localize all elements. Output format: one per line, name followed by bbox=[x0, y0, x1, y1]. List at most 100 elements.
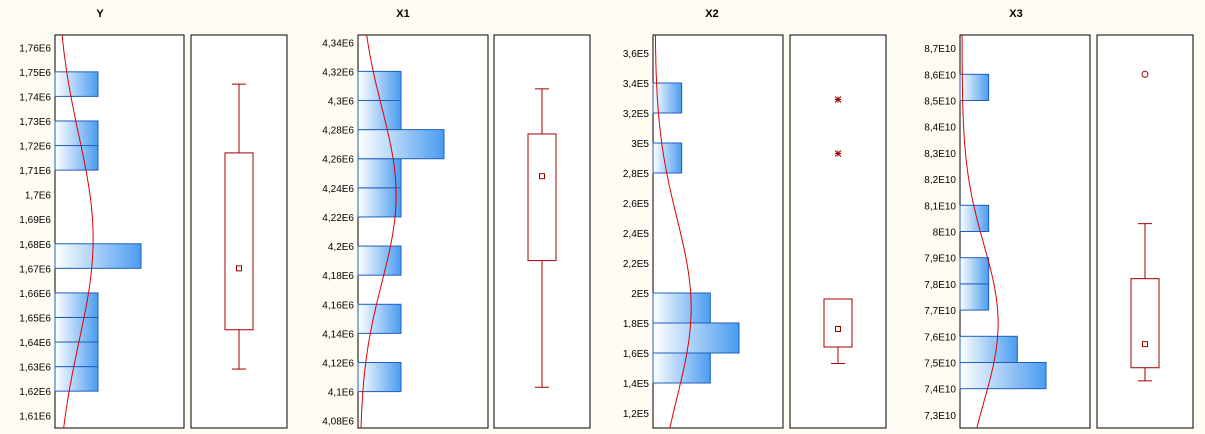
tick-label: 4,3E6 bbox=[328, 97, 355, 108]
histogram-bar bbox=[652, 322, 740, 354]
tick-label: 8E10 bbox=[933, 228, 957, 239]
histogram-bar bbox=[959, 283, 990, 311]
mean-marker bbox=[835, 326, 841, 332]
histogram-bar bbox=[54, 120, 99, 147]
outlier-star-stroke bbox=[834, 150, 842, 157]
panel-title: X2 bbox=[705, 8, 718, 20]
tick-label: 2,8E5 bbox=[623, 169, 650, 180]
tick-label: 4,26E6 bbox=[322, 155, 354, 166]
boxplot-frame bbox=[789, 34, 887, 429]
tick-label: 3,6E5 bbox=[623, 49, 650, 60]
histogram-bar bbox=[54, 292, 99, 318]
tick-label: 7,5E10 bbox=[924, 359, 956, 370]
tick-label: 4,22E6 bbox=[322, 213, 354, 224]
panel-title: X3 bbox=[1009, 8, 1022, 20]
tick-label: 1,61E6 bbox=[19, 412, 51, 423]
outlier-marker bbox=[834, 96, 842, 103]
normal-curve bbox=[654, 35, 692, 429]
tick-label: 4,32E6 bbox=[322, 67, 354, 78]
tick-label: 1,6E5 bbox=[623, 349, 650, 360]
tick-label: 1,76E6 bbox=[19, 43, 51, 54]
tick-label: 1,7E6 bbox=[25, 191, 52, 202]
normal-curve bbox=[61, 34, 94, 429]
tick-label: 4,16E6 bbox=[322, 300, 354, 311]
panel-y: Y 1,61E6 1,62E6 1,63E6 1,64E6 1,65E6 1,66E6 1,6… bbox=[19, 8, 288, 429]
histogram-bar bbox=[357, 100, 402, 131]
histogram-bar bbox=[54, 243, 142, 269]
outlier-marker bbox=[834, 150, 842, 157]
tick-label: 1,73E6 bbox=[19, 117, 51, 128]
tick-label: 7,6E10 bbox=[924, 332, 956, 343]
tick-label: 1,74E6 bbox=[19, 92, 51, 103]
tick-label: 8,4E10 bbox=[924, 123, 956, 134]
outlier-star-stroke bbox=[834, 96, 842, 103]
tick-label: 4,08E6 bbox=[322, 417, 354, 428]
tick-label: 3,2E5 bbox=[623, 109, 650, 120]
tick-label: 4,1E6 bbox=[328, 388, 355, 399]
tick-label: 1,68E6 bbox=[19, 240, 51, 251]
histogram-bar bbox=[357, 129, 445, 160]
tick-label: 8,2E10 bbox=[924, 175, 956, 186]
tick-label: 4,18E6 bbox=[322, 271, 354, 282]
panel-x2: X2 1,2E5 1,4E5 1,6E5 1,8E5 2E5 2,2E5 2,4E5 2,6E5… bbox=[623, 8, 887, 429]
tick-label: 1,67E6 bbox=[19, 264, 51, 275]
histogram-bar bbox=[54, 71, 99, 97]
tick-label: 3E5 bbox=[631, 139, 649, 150]
histogram-bar bbox=[54, 366, 99, 392]
tick-label: 1,4E5 bbox=[623, 379, 650, 390]
histogram-bar bbox=[652, 292, 711, 324]
histogram-bar bbox=[959, 335, 1018, 363]
mean-marker bbox=[236, 265, 242, 272]
histogram-bar bbox=[357, 245, 402, 276]
tick-label: 8,3E10 bbox=[924, 149, 956, 160]
tick-label: 4,14E6 bbox=[322, 329, 354, 340]
tick-label: 4,24E6 bbox=[322, 184, 354, 195]
tick-label: 8,6E10 bbox=[924, 70, 956, 81]
histogram-bar bbox=[357, 70, 402, 101]
histogram-bar bbox=[959, 257, 990, 285]
box-iqr bbox=[527, 133, 557, 262]
tick-label: 1,64E6 bbox=[19, 338, 51, 349]
tick-label: 1,65E6 bbox=[19, 313, 51, 324]
tick-label: 7,9E10 bbox=[924, 254, 956, 265]
normal-curve bbox=[360, 34, 397, 429]
tick-label: 3,4E5 bbox=[623, 79, 650, 90]
tick-label: 1,63E6 bbox=[19, 363, 51, 374]
tick-label: 1,62E6 bbox=[19, 387, 51, 398]
histogram-bar bbox=[959, 73, 990, 102]
tick-label: 1,75E6 bbox=[19, 68, 51, 79]
panel-title: X1 bbox=[396, 8, 409, 20]
tick-label: 2,6E5 bbox=[623, 199, 650, 210]
histogram-bar bbox=[54, 316, 99, 343]
tick-label: 1,72E6 bbox=[19, 142, 51, 153]
histogram-bar bbox=[357, 187, 402, 218]
box-iqr bbox=[1130, 278, 1160, 369]
normal-curve bbox=[961, 34, 999, 429]
tick-label: 8,7E10 bbox=[924, 44, 956, 55]
histogram-bar bbox=[357, 303, 402, 334]
tick-label: 4,28E6 bbox=[322, 126, 354, 137]
tick-label: 7,3E10 bbox=[924, 411, 956, 422]
tick-label: 8,1E10 bbox=[924, 201, 956, 212]
tick-label: 1,8E5 bbox=[623, 319, 650, 330]
tick-label: 8,5E10 bbox=[924, 97, 956, 108]
panel-x3: X3 7,3E10 7,4E10 7,5E10 7,6E10 7,7E10 7,8E10 7,… bbox=[924, 8, 1194, 429]
box-iqr bbox=[823, 298, 853, 348]
tick-label: 4,2E6 bbox=[328, 242, 355, 253]
tick-label: 2,4E5 bbox=[623, 229, 650, 240]
tick-label: 2E5 bbox=[631, 289, 649, 300]
tick-label: 1,69E6 bbox=[19, 215, 51, 226]
mean-marker bbox=[1142, 341, 1148, 348]
tick-label: 7,8E10 bbox=[924, 280, 956, 291]
tick-label: 1,2E5 bbox=[623, 409, 650, 420]
panel-title: Y bbox=[96, 8, 104, 20]
panel-x1: X1 4,08E6 4,1E6 4,12E6 4,14E6 4,16E6 4,18E6 4,2… bbox=[322, 8, 591, 429]
tick-label: 1,66E6 bbox=[19, 289, 51, 300]
histogram-bar bbox=[54, 145, 99, 171]
tick-label: 7,4E10 bbox=[924, 385, 956, 396]
tick-label: 7,7E10 bbox=[924, 306, 956, 317]
tick-label: 4,34E6 bbox=[322, 38, 354, 49]
tick-label: 4,12E6 bbox=[322, 359, 354, 370]
tick-label: 1,71E6 bbox=[19, 166, 51, 177]
